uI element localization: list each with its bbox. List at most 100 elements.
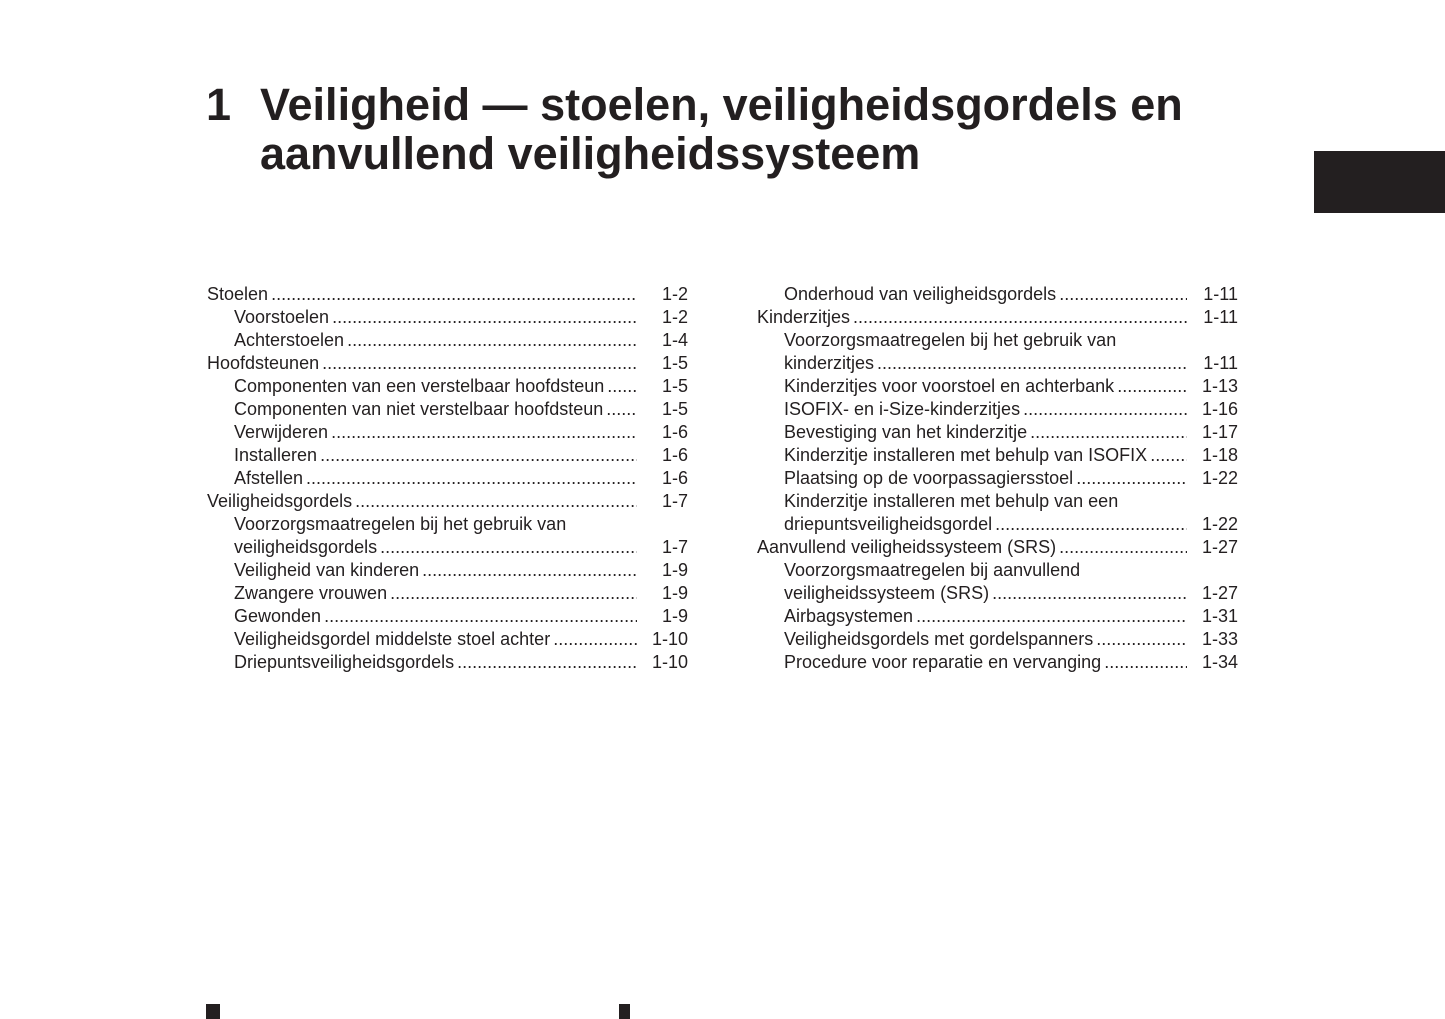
chapter-number: 1	[206, 79, 232, 130]
toc-leader-dots	[322, 352, 637, 375]
toc-entry[interactable]: Kinderzitje installeren met behulp van e…	[757, 490, 1238, 513]
toc-entry-page: 1-6	[661, 468, 688, 488]
toc-entry-page: 1-2	[661, 307, 688, 327]
toc-leader-dots	[390, 582, 637, 605]
toc-entry[interactable]: Zwangere vrouwen 1-9	[207, 582, 688, 605]
toc-entry-page: 1-33	[1201, 629, 1238, 649]
toc-entry-page: 1-18	[1201, 445, 1238, 465]
chapter-title-text: Veiligheid — stoelen, veiligheidsgordels…	[260, 79, 1183, 179]
toc-entry[interactable]: Plaatsing op de voorpassagiersstoel 1-22	[757, 467, 1238, 490]
toc-leader-dots	[1059, 283, 1187, 306]
toc-entry[interactable]: Procedure voor reparatie en vervanging 1-…	[757, 651, 1238, 674]
toc-entry-label: Voorstoelen	[234, 307, 330, 327]
toc-entry[interactable]: Installeren 1-6	[207, 444, 688, 467]
toc-entry-label: Bevestiging van het kinderzitje	[784, 422, 1028, 442]
toc-leader-dots	[992, 582, 1187, 605]
toc-leader-dots	[380, 536, 637, 559]
toc-entry[interactable]: Airbagsystemen 1-31	[757, 605, 1238, 628]
toc-entry[interactable]: Kinderzitjes voor voorstoel en achterban…	[757, 375, 1238, 398]
toc-entry[interactable]: Veiligheid van kinderen 1-9	[207, 559, 688, 582]
toc-entry-label: Verwijderen	[234, 422, 329, 442]
toc-entry-page: 1-27	[1201, 583, 1238, 603]
toc-leader-dots	[1076, 467, 1187, 490]
toc-leader-dots	[331, 421, 637, 444]
toc-entry[interactable]: driepuntsveiligheidsgordel 1-22	[757, 513, 1238, 536]
toc-entry[interactable]: Gewonden 1-9	[207, 605, 688, 628]
toc-entry-label: ISOFIX- en i-Size-kinderzitjes	[784, 399, 1021, 419]
toc-entry-label: Voorzorgsmaatregelen bij het gebruik van	[234, 514, 567, 534]
toc-entry-page: 1-6	[661, 422, 688, 442]
toc-leader-dots	[607, 375, 637, 398]
crop-mark	[619, 1004, 630, 1019]
toc-entry[interactable]: Afstellen 1-6	[207, 467, 688, 490]
toc-entry[interactable]: Voorzorgsmaatregelen bij het gebruik van	[207, 513, 688, 536]
toc-leader-dots	[995, 513, 1187, 536]
toc-entry[interactable]: Stoelen 1-2	[207, 283, 688, 306]
toc-entry[interactable]: Hoofdsteunen 1-5	[207, 352, 688, 375]
toc-leader-dots	[306, 467, 637, 490]
toc-leader-dots	[877, 352, 1187, 375]
toc-entry[interactable]: Voorzorgsmaatregelen bij aanvullend	[757, 559, 1238, 582]
toc-entry-label: Kinderzitje installeren met behulp van e…	[784, 491, 1119, 511]
toc-entry[interactable]: Kinderzitje installeren met behulp van I…	[757, 444, 1238, 467]
toc-entry[interactable]: veiligheidssysteem (SRS) 1-27	[757, 582, 1238, 605]
toc-entry[interactable]: Veiligheidsgordels met gordelspanners 1-3…	[757, 628, 1238, 651]
toc-entry-label: Airbagsystemen	[784, 606, 914, 626]
toc-entry-label: Componenten van niet verstelbaar hoofdst…	[234, 399, 604, 419]
toc-entry-label: Achterstoelen	[234, 330, 345, 350]
toc-entry-label: Voorzorgsmaatregelen bij aanvullend	[784, 560, 1081, 580]
toc-entry-label: Kinderzitjes voor voorstoel en achterban…	[784, 376, 1115, 396]
toc-entry-page: 1-5	[661, 376, 688, 396]
toc-entry-label: Aanvullend veiligheidssysteem (SRS)	[757, 537, 1057, 557]
toc-entry-label: Driepuntsveiligheidsgordels	[234, 652, 455, 672]
toc-entry-page: 1-4	[661, 330, 688, 350]
toc-left-column: Stoelen 1-2 Voorstoelen 1-2 Achterstoelen 1-4…	[207, 283, 688, 674]
toc-leader-dots	[1030, 421, 1187, 444]
toc-entry-page: 1-22	[1201, 468, 1238, 488]
toc-entry-label: Installeren	[234, 445, 318, 465]
toc-entry[interactable]: Voorzorgsmaatregelen bij het gebruik van	[757, 329, 1238, 352]
toc-entry-page: 1-17	[1201, 422, 1238, 442]
toc-leader-dots	[324, 605, 637, 628]
toc-right-column: Onderhoud van veiligheidsgordels1-11Kind…	[757, 283, 1238, 674]
toc-leader-dots	[320, 444, 637, 467]
toc-entry[interactable]: veiligheidsgordels 1-7	[207, 536, 688, 559]
toc-entry[interactable]: Verwijderen 1-6	[207, 421, 688, 444]
toc-entry-page: 1-2	[661, 284, 688, 304]
toc-entry[interactable]: Achterstoelen 1-4	[207, 329, 688, 352]
toc-entry[interactable]: Veiligheidsgordel middelste stoel achter…	[207, 628, 688, 651]
toc-entry[interactable]: ISOFIX- en i-Size-kinderzitjes 1-16	[757, 398, 1238, 421]
toc-entry-label: Kinderzitjes	[757, 307, 851, 327]
toc-entry-label: veiligheidssysteem (SRS)	[784, 583, 990, 603]
toc-leader-dots	[916, 605, 1187, 628]
toc-entry[interactable]: Veiligheidsgordels 1-7	[207, 490, 688, 513]
toc-entry-label: kinderzitjes	[784, 353, 875, 373]
toc-entry[interactable]: Voorstoelen 1-2	[207, 306, 688, 329]
toc-entry[interactable]: kinderzitjes 1-11	[757, 352, 1238, 375]
toc-entry[interactable]: Onderhoud van veiligheidsgordels 1-11	[757, 283, 1238, 306]
toc-entry-label: veiligheidsgordels	[234, 537, 378, 557]
toc-entry-label: Afstellen	[234, 468, 304, 488]
toc-entry[interactable]: Componenten van niet verstelbaar hoofdst…	[207, 398, 688, 421]
toc-entry[interactable]: Componenten van een verstelbaar hoofdste…	[207, 375, 688, 398]
toc-entry-label: Gewonden	[234, 606, 322, 626]
toc-entry-page: 1-9	[661, 606, 688, 626]
toc-entry[interactable]: Aanvullend veiligheidssysteem (SRS) 1-27	[757, 536, 1238, 559]
toc-leader-dots	[1104, 651, 1187, 674]
toc-entry-page: 1-11	[1203, 284, 1238, 304]
toc-entry-page: 1-5	[661, 399, 688, 419]
toc-entry-label: Veiligheidsgordel middelste stoel achter	[234, 629, 551, 649]
toc-entry-label: driepuntsveiligheidsgordel	[784, 514, 993, 534]
toc-entry[interactable]: Bevestiging van het kinderzitje 1-17	[757, 421, 1238, 444]
toc-entry-label: Procedure voor reparatie en vervanging	[784, 652, 1102, 672]
toc-entry-page: 1-13	[1201, 376, 1238, 396]
toc-entry-page: 1-22	[1201, 514, 1238, 534]
toc-leader-dots	[271, 283, 637, 306]
toc-leader-dots	[355, 490, 637, 513]
toc-entry[interactable]: Kinderzitjes 1-11	[757, 306, 1238, 329]
toc-leader-dots	[422, 559, 637, 582]
crop-mark	[206, 1004, 220, 1019]
toc-entry-label: Stoelen	[207, 284, 269, 304]
toc-entry[interactable]: Driepuntsveiligheidsgordels 1-10	[207, 651, 688, 674]
toc-entry-page: 1-31	[1201, 606, 1238, 626]
